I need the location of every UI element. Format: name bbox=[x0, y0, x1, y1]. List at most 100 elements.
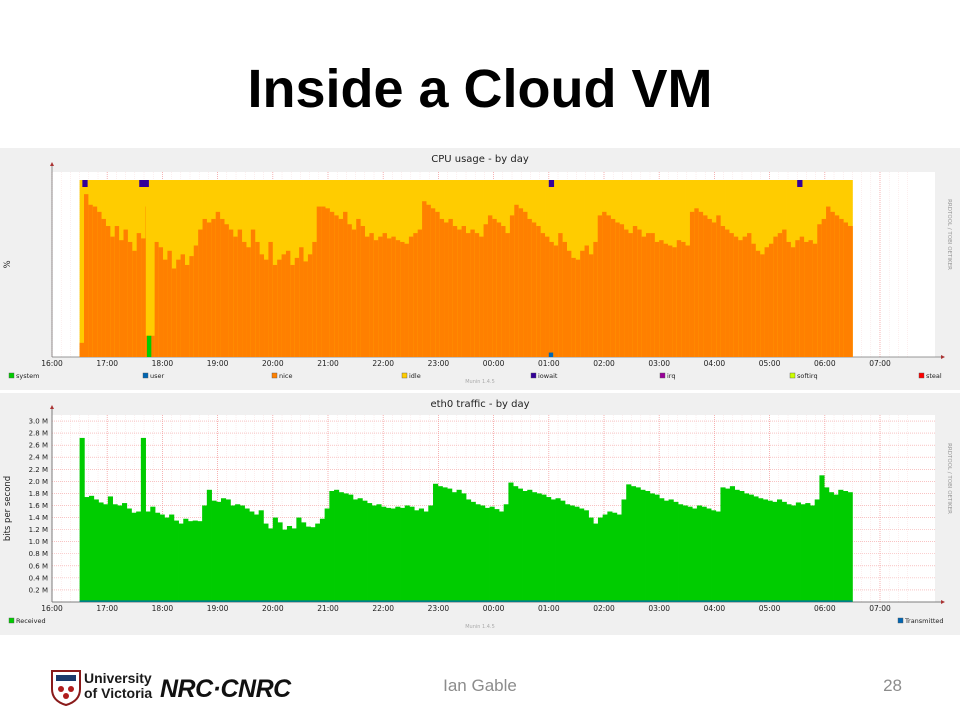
nice-area-bar bbox=[114, 226, 120, 357]
nice-area-bar bbox=[606, 215, 612, 357]
nice-area-bar bbox=[729, 233, 735, 357]
received-area-bar bbox=[805, 503, 811, 602]
received-area-bar bbox=[541, 494, 547, 602]
nice-area-bar bbox=[259, 254, 265, 357]
nice-area-bar bbox=[755, 250, 761, 357]
received-area-bar bbox=[305, 526, 311, 602]
nice-area-bar bbox=[312, 241, 318, 357]
x-tick-label: 03:00 bbox=[648, 604, 670, 613]
chart-watermark: Munin 1.4.5 bbox=[465, 379, 495, 385]
received-area-bar bbox=[451, 492, 457, 602]
nice-area-bar bbox=[316, 206, 322, 357]
received-area-bar bbox=[809, 505, 816, 602]
x-tick-label: 04:00 bbox=[704, 359, 726, 368]
nice-area-bar bbox=[448, 218, 454, 357]
nice-area-bar bbox=[461, 226, 467, 357]
legend-swatch-system bbox=[8, 372, 15, 379]
received-area-bar bbox=[192, 520, 198, 602]
nice-area-bar bbox=[88, 204, 94, 357]
y-axis-arrow bbox=[50, 162, 54, 166]
received-area-bar bbox=[847, 492, 853, 602]
x-tick-label: 02:00 bbox=[593, 359, 615, 368]
nice-area-bar bbox=[435, 211, 441, 357]
nice-area-bar bbox=[211, 218, 217, 357]
received-area-bar bbox=[838, 489, 844, 602]
legend-swatch-user bbox=[142, 372, 149, 379]
nice-area-bar bbox=[272, 264, 278, 357]
nice-area-bar bbox=[663, 243, 669, 357]
nice-area-bar bbox=[369, 233, 375, 357]
received-area-bar bbox=[296, 517, 302, 602]
nice-area-bar bbox=[588, 254, 594, 357]
nice-area-bar bbox=[602, 211, 607, 357]
received-area-bar bbox=[258, 510, 264, 602]
nice-area-bar bbox=[351, 229, 357, 357]
nice-area-bar bbox=[246, 247, 252, 357]
x-tick-label: 23:00 bbox=[428, 359, 450, 368]
nice-area-bar bbox=[777, 233, 783, 357]
received-area-bar bbox=[376, 504, 382, 602]
received-area-bar bbox=[645, 491, 651, 602]
received-area-bar bbox=[89, 495, 95, 602]
nice-area-bar bbox=[119, 240, 124, 357]
nice-area-bar bbox=[321, 206, 326, 357]
nice-area-bar bbox=[220, 218, 225, 357]
x-tick-label: 21:00 bbox=[317, 359, 339, 368]
received-area-bar bbox=[409, 506, 415, 602]
chart-title: eth0 traffic - by day bbox=[430, 399, 529, 410]
nice-area-bar bbox=[158, 247, 164, 357]
nice-area-bar bbox=[624, 229, 629, 357]
received-area-bar bbox=[564, 504, 571, 602]
x-tick-label: 05:00 bbox=[759, 604, 781, 613]
nice-area-bar bbox=[711, 222, 717, 357]
nice-area-bar bbox=[703, 215, 708, 357]
nice-area-bar bbox=[685, 245, 691, 357]
nice-area-bar bbox=[430, 208, 436, 357]
received-area-bar bbox=[786, 504, 792, 602]
nice-area-bar bbox=[826, 206, 831, 357]
received-area-bar bbox=[588, 517, 594, 602]
received-area-bar bbox=[103, 504, 109, 602]
received-area-bar bbox=[781, 501, 787, 602]
x-tick-label: 07:00 bbox=[869, 359, 891, 368]
received-area-bar bbox=[626, 484, 632, 602]
received-area-bar bbox=[711, 510, 717, 602]
received-area-bar bbox=[696, 505, 703, 602]
nice-area-bar bbox=[584, 245, 590, 357]
received-area-bar bbox=[607, 511, 613, 602]
received-area-bar bbox=[136, 511, 142, 602]
received-area-bar bbox=[706, 508, 712, 602]
received-area-bar bbox=[668, 499, 674, 602]
x-tick-label: 05:00 bbox=[759, 359, 781, 368]
chart-watermark: Munin 1.4.5 bbox=[465, 624, 495, 630]
nice-area-bar bbox=[215, 211, 221, 357]
nice-area-bar bbox=[654, 241, 660, 357]
received-area-bar bbox=[682, 505, 688, 602]
nice-area-bar bbox=[343, 211, 348, 357]
nice-area-bar bbox=[242, 241, 247, 357]
received-area-bar bbox=[574, 506, 580, 602]
received-area-bar bbox=[814, 499, 820, 602]
nice-area-bar bbox=[285, 250, 291, 357]
received-area-bar bbox=[173, 520, 179, 602]
x-axis-arrow bbox=[941, 355, 945, 359]
received-area-bar bbox=[418, 508, 424, 602]
received-area-bar bbox=[498, 511, 505, 602]
received-area-bar bbox=[385, 507, 392, 602]
nice-area-bar bbox=[808, 240, 814, 357]
system-spike-bar bbox=[146, 335, 152, 357]
nice-area-bar bbox=[558, 233, 563, 357]
received-area-bar bbox=[414, 510, 420, 602]
y-axis-label: % bbox=[3, 260, 13, 268]
received-area-bar bbox=[310, 527, 316, 602]
received-area-bar bbox=[593, 523, 599, 602]
nice-area-bar bbox=[268, 241, 274, 357]
received-area-bar bbox=[371, 505, 377, 602]
nice-area-bar bbox=[632, 226, 638, 357]
received-area-bar bbox=[164, 517, 170, 602]
nice-area-bar bbox=[83, 194, 89, 357]
nrc-cnrc-logo: NRC·CNRC bbox=[160, 675, 291, 703]
received-area-bar bbox=[301, 522, 307, 602]
received-area-bar bbox=[687, 506, 693, 602]
nice-area-bar bbox=[123, 229, 129, 357]
